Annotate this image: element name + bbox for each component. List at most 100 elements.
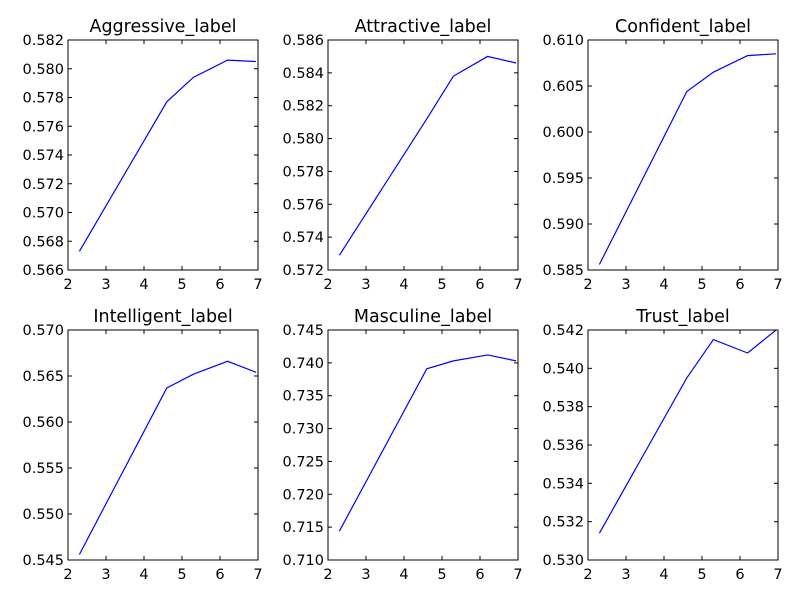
x-tick-label: 4: [139, 567, 148, 583]
y-tick-label: 0.610: [542, 33, 584, 49]
y-tick-label: 0.574: [22, 148, 64, 164]
x-tick-label: 5: [437, 567, 446, 583]
x-tick-label: 2: [583, 567, 592, 583]
x-tick-label: 6: [735, 567, 744, 583]
x-tick-label: 5: [697, 277, 706, 293]
subplot: Intelligent_label 2 3 4 5 6 7 0.545 0.550 0.555 0.…: [22, 307, 262, 583]
x-tick-label: 3: [361, 277, 370, 293]
x-tick-label: 7: [513, 567, 522, 583]
y-tick-label: 0.590: [542, 217, 584, 233]
x-tick-label: 4: [139, 277, 148, 293]
y-tick-label: 0.576: [22, 119, 64, 135]
y-tick-label: 0.534: [542, 476, 584, 492]
x-tick-label: 3: [101, 567, 110, 583]
y-tick-label: 0.532: [542, 515, 584, 531]
axes-frame: [327, 329, 519, 561]
x-tick-label: 7: [773, 567, 782, 583]
axes-frame: [587, 329, 779, 561]
subplot: Trust_label 2 3 4 5 6 7 0.530 0.532 0.534 0.536 0.5…: [542, 307, 782, 583]
x-tick-label: 3: [101, 277, 110, 293]
x-tick-label: 2: [323, 277, 332, 293]
y-tick-label: 0.570: [22, 206, 64, 222]
y-tick-label: 0.582: [282, 99, 324, 115]
x-tick-label: 5: [697, 567, 706, 583]
series-line: [78, 59, 257, 252]
y-tick-label: 0.735: [282, 389, 324, 405]
axes-frame: [327, 39, 519, 271]
x-tick-label: 3: [621, 277, 630, 293]
y-tick-label: 0.725: [282, 454, 324, 470]
y-tick-label: 0.560: [22, 415, 64, 431]
y-tick-label: 0.566: [22, 263, 64, 279]
series-line: [78, 360, 257, 555]
series-line: [338, 55, 517, 256]
y-tick-label: 0.555: [22, 461, 64, 477]
y-tick-label: 0.568: [22, 234, 64, 250]
y-tick-label: 0.572: [22, 177, 64, 193]
y-tick-label: 0.595: [542, 171, 584, 187]
y-tick-label: 0.550: [22, 507, 64, 523]
series-line: [338, 354, 517, 532]
panel-title: Intelligent_label: [93, 307, 232, 327]
y-tick-label: 0.536: [542, 438, 584, 454]
y-tick-label: 0.720: [282, 487, 324, 503]
subplot: Masculine_label 2 3 4 5 6 7 0.710 0.715 0.720 0.72…: [282, 307, 522, 583]
axes-frame: [67, 329, 259, 561]
x-tick-label: 5: [177, 567, 186, 583]
x-tick-label: 2: [63, 277, 72, 293]
axes-frame: [587, 39, 779, 271]
x-tick-label: 7: [773, 277, 782, 293]
y-tick-label: 0.540: [542, 361, 584, 377]
y-tick-label: 0.565: [22, 369, 64, 385]
x-tick-label: 2: [63, 567, 72, 583]
panel-title: Attractive_label: [355, 17, 492, 37]
x-tick-label: 2: [583, 277, 592, 293]
x-tick-label: 6: [475, 277, 484, 293]
x-tick-label: 3: [361, 567, 370, 583]
y-tick-label: 0.578: [282, 164, 324, 180]
panel-title: Confident_label: [615, 17, 751, 37]
x-tick-label: 3: [621, 567, 630, 583]
x-tick-label: 4: [659, 277, 668, 293]
axes-frame: [67, 39, 259, 271]
y-tick-label: 0.574: [282, 230, 324, 246]
y-tick-label: 0.580: [22, 62, 64, 78]
y-tick-label: 0.715: [282, 520, 324, 536]
y-tick-label: 0.584: [282, 66, 324, 82]
subplot: Attractive_label 2 3 4 5 6 7 0.572 0.574 0.576 0.5…: [282, 17, 522, 293]
y-tick-label: 0.576: [282, 197, 324, 213]
y-tick-label: 0.585: [542, 263, 584, 279]
subplot: Confident_label 2 3 4 5 6 7 0.585 0.590 0.595 0.60…: [542, 17, 782, 293]
y-tick-label: 0.580: [282, 132, 324, 148]
x-tick-label: 6: [215, 567, 224, 583]
x-tick-label: 4: [659, 567, 668, 583]
y-tick-label: 0.582: [22, 33, 64, 49]
panel-title: Trust_label: [635, 307, 729, 327]
series-line: [598, 53, 777, 265]
x-tick-label: 5: [177, 277, 186, 293]
x-tick-label: 4: [399, 567, 408, 583]
y-tick-label: 0.542: [542, 323, 584, 339]
panel-title: Aggressive_label: [89, 17, 236, 37]
x-tick-label: 7: [513, 277, 522, 293]
y-tick-label: 0.600: [542, 125, 584, 141]
x-tick-label: 7: [253, 567, 262, 583]
y-tick-label: 0.605: [542, 79, 584, 95]
y-tick-label: 0.745: [282, 323, 324, 339]
y-tick-label: 0.710: [282, 553, 324, 569]
y-tick-label: 0.586: [282, 33, 324, 49]
x-tick-label: 6: [735, 277, 744, 293]
y-tick-label: 0.572: [282, 263, 324, 279]
x-tick-label: 6: [475, 567, 484, 583]
x-tick-label: 7: [253, 277, 262, 293]
x-tick-label: 6: [215, 277, 224, 293]
y-tick-label: 0.545: [22, 553, 64, 569]
x-tick-label: 5: [437, 277, 446, 293]
y-tick-label: 0.570: [22, 323, 64, 339]
y-tick-label: 0.740: [282, 356, 324, 372]
y-tick-label: 0.730: [282, 422, 324, 438]
panel-title: Masculine_label: [354, 307, 492, 327]
x-tick-label: 4: [399, 277, 408, 293]
y-tick-label: 0.578: [22, 91, 64, 107]
